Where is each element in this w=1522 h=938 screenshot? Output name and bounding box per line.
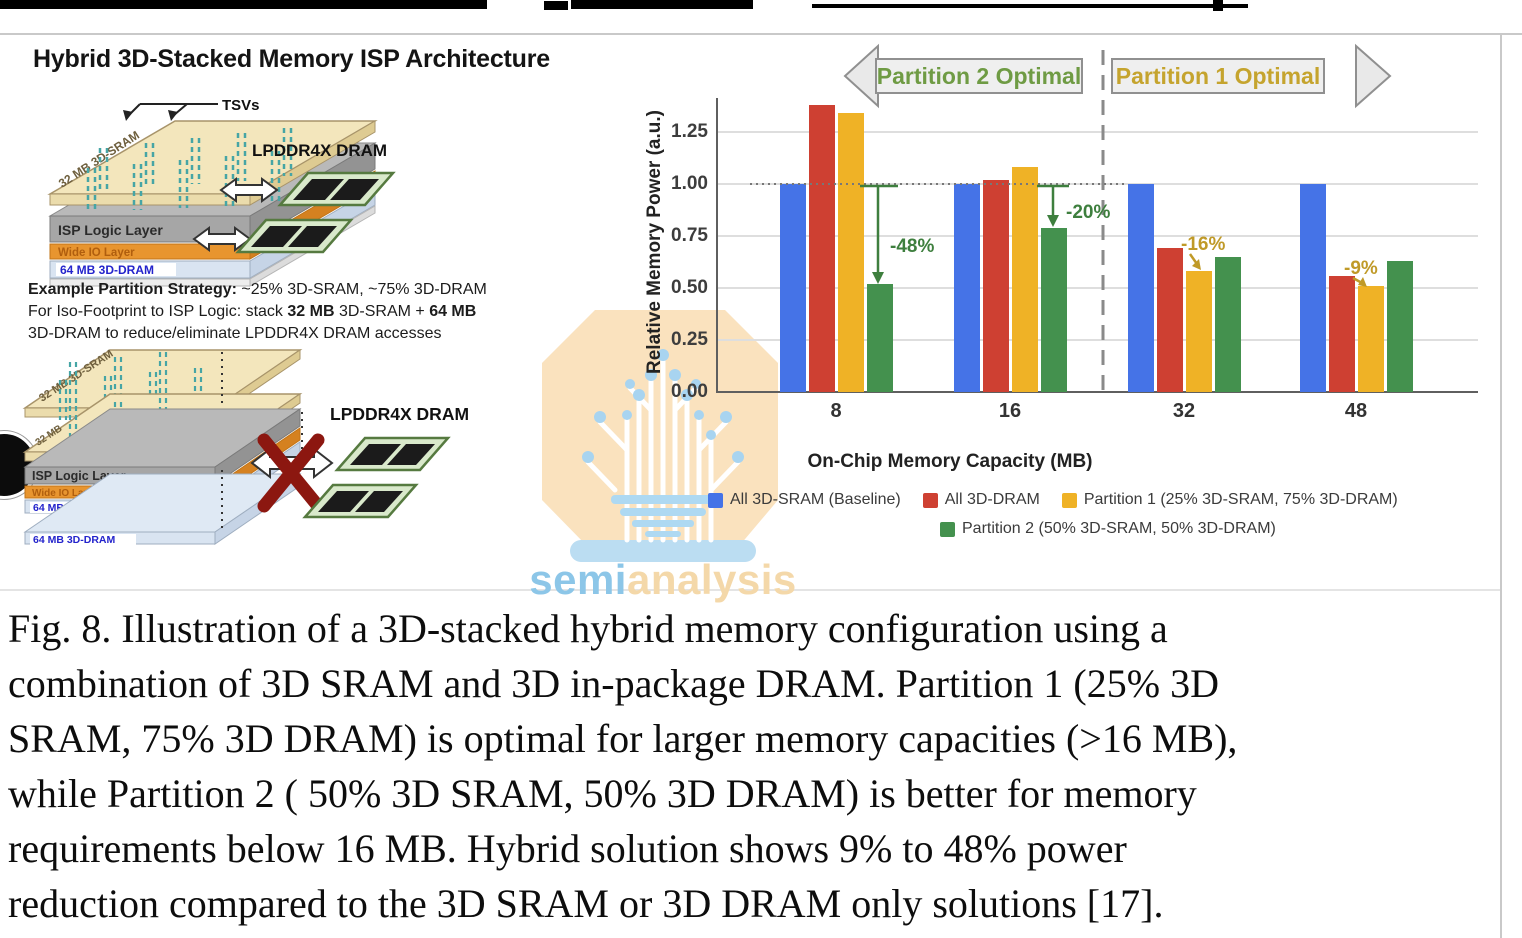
partition-strategy-text: Example Partition Strategy: ~25% 3D-SRAM… bbox=[28, 279, 487, 345]
gridline bbox=[718, 339, 1478, 341]
bar bbox=[867, 284, 893, 392]
dram-layer-label: 64 MB 3D-DRAM bbox=[33, 534, 116, 546]
strip-segment bbox=[0, 0, 487, 9]
wordmark-analysis: analysis bbox=[626, 556, 797, 603]
dram-chip bbox=[277, 171, 396, 207]
legend-label: Partition 1 (25% 3D-SRAM, 75% 3D-DRAM) bbox=[1083, 491, 1398, 508]
caption-line: SRAM, 75% 3D DRAM) is optimal for larger… bbox=[8, 716, 1238, 761]
x-axis-line bbox=[716, 391, 1478, 393]
wordmark-semi: semi bbox=[529, 556, 627, 603]
strategy-line: For Iso-Footprint to ISP Logic: stack 32… bbox=[28, 301, 487, 323]
lpddr-label: LPDDR4X DRAM bbox=[330, 404, 469, 424]
strategy-text: ~25% 3D-SRAM, ~75% 3D-DRAM bbox=[236, 281, 487, 298]
y-tick-label: 0.25 bbox=[671, 329, 708, 350]
strategy-text: For Iso-Footprint to ISP Logic: stack bbox=[28, 303, 288, 320]
legend-label: All 3D-DRAM bbox=[944, 491, 1040, 508]
isp-layer-label: ISP Logic Layer bbox=[58, 222, 163, 238]
bar bbox=[954, 184, 980, 392]
bar bbox=[1387, 261, 1413, 392]
y-axis-line bbox=[716, 98, 718, 393]
legend-label: Partition 2 (50% 3D-SRAM, 50% 3D-DRAM) bbox=[962, 520, 1276, 537]
gridline bbox=[718, 287, 1478, 289]
lpddr-label: LPDDR4X DRAM bbox=[252, 141, 387, 160]
y-tick-label: 0.75 bbox=[671, 225, 708, 246]
tsv-vias bbox=[86, 128, 293, 212]
bar bbox=[838, 113, 864, 392]
strategy-bold: Example Partition Strategy: bbox=[28, 281, 237, 298]
legend-item: All 3D-DRAM bbox=[922, 491, 1040, 509]
dram-chip bbox=[302, 483, 419, 519]
tsv-label: TSVs bbox=[222, 97, 260, 114]
bar bbox=[983, 180, 1009, 392]
x-tick-label: 16 bbox=[998, 400, 1022, 422]
gridline bbox=[718, 131, 1478, 133]
caption-line: requirements below 16 MB. Hybrid solutio… bbox=[8, 826, 1127, 871]
legend-label: All 3D-SRAM (Baseline) bbox=[730, 491, 901, 508]
legend-item: Partition 2 (50% 3D-SRAM, 50% 3D-DRAM) bbox=[940, 520, 1276, 538]
dram-chip bbox=[235, 218, 354, 254]
legend-item: Partition 1 (25% 3D-SRAM, 75% 3D-DRAM) bbox=[1061, 491, 1398, 509]
legend-swatch bbox=[708, 492, 723, 508]
strip-segment bbox=[571, 0, 753, 9]
bar bbox=[1157, 248, 1183, 392]
legend-row: Partition 2 (50% 3D-SRAM, 50% 3D-DRAM) bbox=[940, 520, 1298, 538]
bar bbox=[1329, 276, 1355, 392]
bar bbox=[1186, 271, 1212, 392]
legend-row: All 3D-SRAM (Baseline) All 3D-DRAM Partiti… bbox=[708, 491, 1420, 509]
bar bbox=[1041, 228, 1067, 392]
watermark-wordmark: semianalysis bbox=[529, 556, 797, 604]
double-arrow-icon bbox=[219, 177, 279, 203]
strategy-bold: 32 MB bbox=[287, 303, 335, 320]
strategy-line: Example Partition Strategy: ~25% 3D-SRAM… bbox=[28, 279, 487, 301]
x-axis-title: On-Chip Memory Capacity (MB) bbox=[807, 451, 1093, 472]
red-x-icon bbox=[257, 433, 325, 513]
bar bbox=[1358, 286, 1384, 392]
strategy-text: 3D-SRAM + bbox=[334, 303, 430, 320]
wide-io-layer-label: Wide IO Layer bbox=[32, 488, 99, 499]
top-divider bbox=[0, 33, 1522, 35]
y-tick-label: 1.25 bbox=[671, 121, 708, 142]
diagram-title: Hybrid 3D-Stacked Memory ISP Architectur… bbox=[33, 45, 550, 73]
figure-caption: Fig. 8. Illustration of a 3D-stacked hyb… bbox=[8, 601, 1498, 931]
strip-segment bbox=[1213, 0, 1223, 11]
y-tick-label: 1.00 bbox=[671, 173, 708, 194]
figure-bottom-border bbox=[0, 589, 1500, 591]
x-tick-label: 8 bbox=[830, 400, 842, 422]
dram-chip bbox=[334, 436, 451, 472]
bar bbox=[1215, 257, 1241, 392]
x-tick-label: 32 bbox=[1172, 400, 1196, 422]
strip-segment bbox=[544, 1, 568, 10]
strip-segment bbox=[812, 4, 1248, 8]
legend-swatch bbox=[922, 492, 938, 508]
x-tick-label: 48 bbox=[1344, 400, 1368, 422]
legend-swatch bbox=[940, 521, 955, 537]
strategy-line: 3D-DRAM to reduce/eliminate LPDDR4X DRAM… bbox=[28, 325, 442, 342]
architecture-diagram: TSVs 32 MB 3D-SRAM ISP Logic Layer Wide … bbox=[22, 97, 469, 546]
bar bbox=[1012, 167, 1038, 392]
legend-item: All 3D-SRAM (Baseline) bbox=[708, 491, 901, 509]
y-tick-label: 0.50 bbox=[671, 277, 708, 298]
caption-line: Fig. 8. Illustration of a 3D-stacked hyb… bbox=[8, 606, 1168, 651]
bar bbox=[1128, 184, 1154, 392]
bar-chart: Relative Memory Power (a.u.) On-Chip Mem… bbox=[644, 98, 1478, 538]
wide-io-layer-label: Wide IO Layer bbox=[58, 247, 135, 259]
y-tick-label: 0.00 bbox=[671, 381, 708, 402]
gridline bbox=[718, 235, 1478, 237]
caption-line: combination of 3D SRAM and 3D in-package… bbox=[8, 661, 1219, 706]
bar bbox=[809, 105, 835, 392]
dram-layer-label: 64 MB 3D-DRAM bbox=[60, 263, 154, 277]
bar bbox=[780, 184, 806, 392]
caption-line: while Partition 2 ( 50% 3D SRAM, 50% 3D … bbox=[8, 771, 1197, 816]
strategy-bold: 64 MB bbox=[429, 303, 477, 320]
right-border bbox=[1500, 33, 1502, 938]
bar bbox=[1300, 184, 1326, 392]
lightbulb-circuit-icon bbox=[542, 310, 778, 562]
caption-line: reduction compared to the 3D SRAM or 3D … bbox=[8, 881, 1164, 926]
legend-swatch bbox=[1061, 492, 1077, 508]
